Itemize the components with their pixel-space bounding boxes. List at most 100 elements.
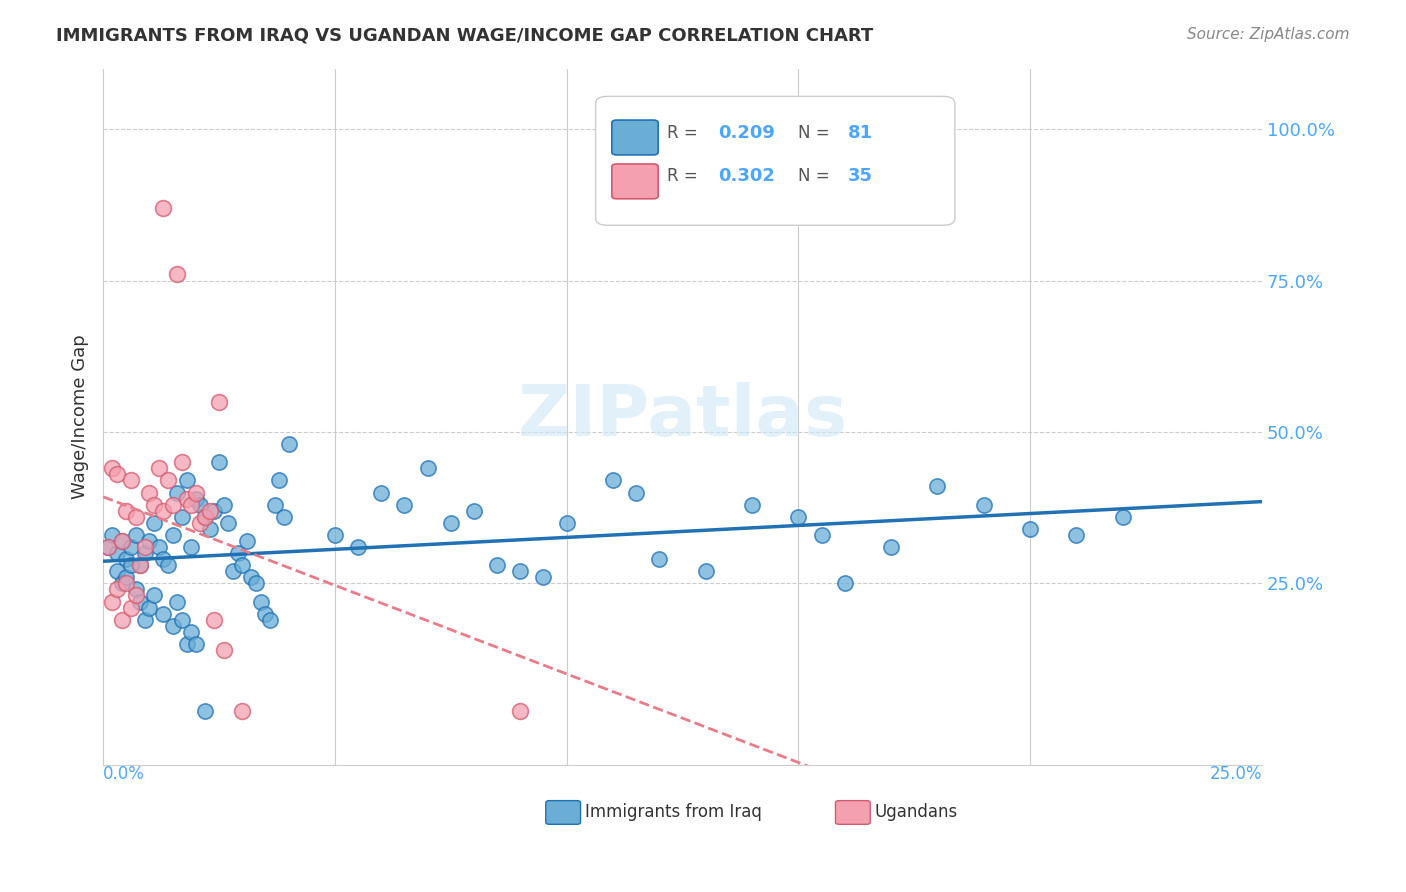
- Point: [143, 498, 166, 512]
- Point: [170, 455, 193, 469]
- Point: [170, 509, 193, 524]
- Point: [148, 540, 170, 554]
- Point: [880, 540, 903, 554]
- Point: [97, 540, 120, 554]
- Point: [124, 589, 146, 603]
- Point: [134, 540, 156, 554]
- Point: [166, 485, 188, 500]
- Text: IMMIGRANTS FROM IRAQ VS UGANDAN WAGE/INCOME GAP CORRELATION CHART: IMMIGRANTS FROM IRAQ VS UGANDAN WAGE/INC…: [56, 27, 873, 45]
- Point: [370, 485, 392, 500]
- Point: [695, 564, 717, 578]
- Point: [217, 516, 239, 530]
- Point: [236, 533, 259, 548]
- Point: [97, 540, 120, 554]
- Point: [184, 485, 207, 500]
- Point: [463, 504, 485, 518]
- Point: [162, 619, 184, 633]
- Point: [198, 504, 221, 518]
- Text: 0.209: 0.209: [718, 124, 775, 143]
- Point: [129, 558, 152, 573]
- Point: [176, 474, 198, 488]
- FancyBboxPatch shape: [612, 120, 658, 155]
- Point: [249, 594, 271, 608]
- Point: [240, 570, 263, 584]
- Point: [222, 564, 245, 578]
- Point: [124, 582, 146, 597]
- Point: [202, 613, 225, 627]
- Point: [624, 485, 647, 500]
- Point: [166, 268, 188, 282]
- Point: [129, 558, 152, 573]
- Point: [440, 516, 463, 530]
- Point: [231, 704, 253, 718]
- Text: ZIPatlas: ZIPatlas: [517, 383, 848, 451]
- Point: [101, 594, 124, 608]
- Point: [176, 637, 198, 651]
- Point: [194, 509, 217, 524]
- Point: [273, 509, 295, 524]
- Point: [115, 504, 138, 518]
- Point: [245, 576, 267, 591]
- Point: [254, 607, 277, 621]
- Text: 25.0%: 25.0%: [1209, 765, 1263, 783]
- Point: [602, 474, 624, 488]
- Point: [555, 516, 578, 530]
- Point: [148, 461, 170, 475]
- Point: [509, 704, 531, 718]
- Point: [509, 564, 531, 578]
- Point: [277, 437, 299, 451]
- Text: N =: N =: [799, 168, 835, 186]
- Text: 35: 35: [848, 168, 873, 186]
- Point: [101, 528, 124, 542]
- Point: [143, 516, 166, 530]
- Point: [208, 455, 231, 469]
- Point: [1112, 509, 1135, 524]
- Point: [166, 594, 188, 608]
- Point: [152, 504, 174, 518]
- FancyBboxPatch shape: [612, 164, 658, 199]
- Point: [194, 509, 217, 524]
- Point: [105, 546, 128, 560]
- Point: [152, 201, 174, 215]
- Point: [111, 533, 134, 548]
- Point: [231, 558, 253, 573]
- Y-axis label: Wage/Income Gap: Wage/Income Gap: [72, 334, 89, 500]
- Point: [120, 558, 142, 573]
- Point: [533, 570, 555, 584]
- Point: [834, 576, 856, 591]
- Point: [787, 509, 810, 524]
- Point: [263, 498, 285, 512]
- FancyBboxPatch shape: [546, 801, 581, 824]
- Point: [134, 613, 156, 627]
- Point: [115, 570, 138, 584]
- Point: [138, 533, 160, 548]
- Point: [157, 474, 180, 488]
- FancyBboxPatch shape: [835, 801, 870, 824]
- Point: [394, 498, 416, 512]
- Text: R =: R =: [668, 124, 703, 143]
- Point: [180, 624, 202, 639]
- Text: Immigrants from Iraq: Immigrants from Iraq: [585, 804, 762, 822]
- Point: [212, 498, 235, 512]
- Point: [176, 491, 198, 506]
- Point: [124, 509, 146, 524]
- Point: [105, 564, 128, 578]
- Point: [111, 613, 134, 627]
- Point: [259, 613, 281, 627]
- Point: [115, 552, 138, 566]
- Point: [162, 498, 184, 512]
- Point: [134, 546, 156, 560]
- Point: [226, 546, 249, 560]
- Point: [170, 613, 193, 627]
- Point: [212, 643, 235, 657]
- Point: [120, 540, 142, 554]
- Text: Source: ZipAtlas.com: Source: ZipAtlas.com: [1187, 27, 1350, 42]
- Point: [157, 558, 180, 573]
- Point: [184, 637, 207, 651]
- Point: [129, 594, 152, 608]
- Point: [124, 528, 146, 542]
- Point: [648, 552, 671, 566]
- Point: [1066, 528, 1088, 542]
- Text: Ugandans: Ugandans: [875, 804, 957, 822]
- Point: [152, 607, 174, 621]
